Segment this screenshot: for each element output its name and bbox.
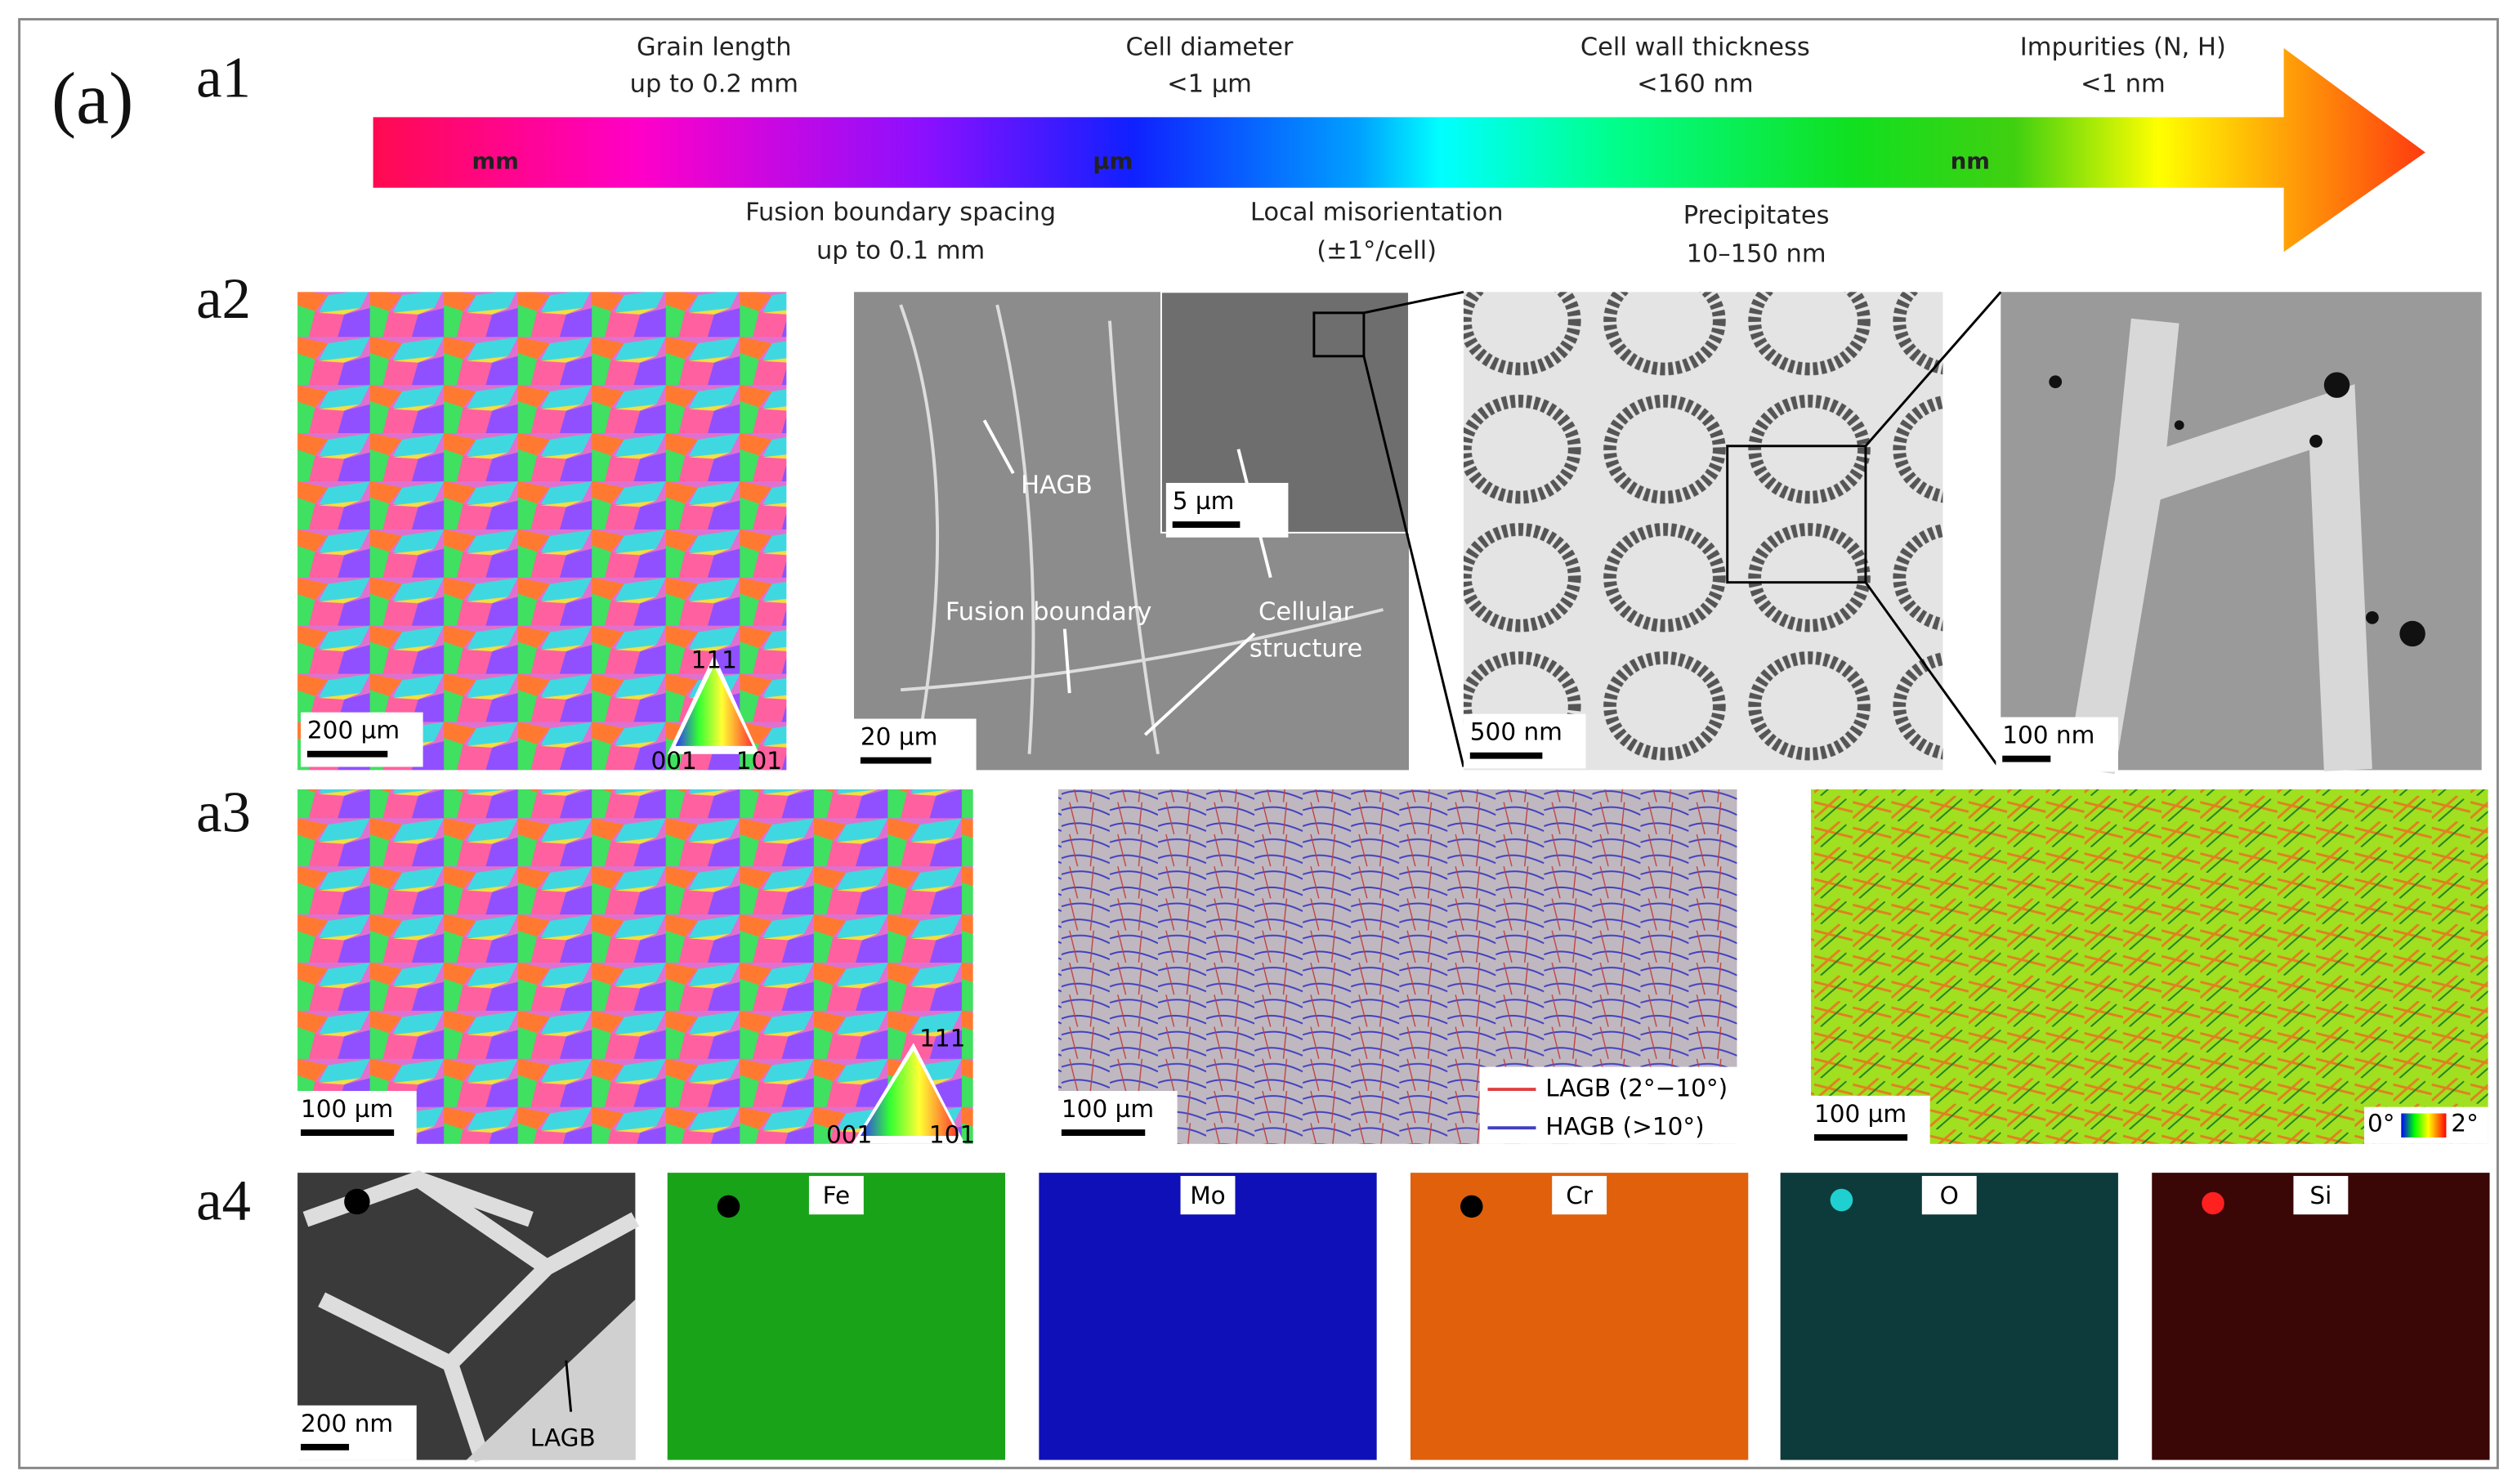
- scale-label-title: Grain length: [637, 33, 792, 61]
- eds-map: [1039, 1173, 1377, 1460]
- scale-bar: [860, 757, 932, 764]
- legend-entry: HAGB (>10°): [1545, 1113, 1704, 1141]
- colorbar-label: 0°: [2367, 1110, 2395, 1138]
- scale-bar-label: 200 nm: [301, 1410, 393, 1437]
- scale-bar-label: 100 µm: [1814, 1100, 1907, 1128]
- annotation: HAGB: [1021, 471, 1093, 499]
- scale-arrow: [373, 47, 2425, 253]
- row-label: a2: [196, 267, 251, 331]
- panel-label: (a): [51, 56, 133, 139]
- map-label: Cr: [1566, 1182, 1594, 1209]
- scale-bar-label: 200 µm: [307, 717, 400, 744]
- scale-bar-label: 100 µm: [1062, 1095, 1154, 1123]
- colorbar-label: 2°: [2451, 1110, 2479, 1138]
- annotation: Cellular: [1258, 597, 1353, 626]
- scale-bar: [301, 1443, 350, 1450]
- scale-label-title: Cell wall thickness: [1580, 33, 1810, 61]
- ipf-label: 001: [650, 747, 696, 775]
- unit: µm: [1093, 148, 1133, 174]
- ipf-label: 111: [691, 646, 737, 673]
- eds-map: [1410, 1173, 1749, 1460]
- scale-label-value: up to 0.2 mm: [630, 70, 798, 99]
- scale-bar-bg: [294, 1091, 417, 1146]
- colorbar: [2401, 1113, 2447, 1138]
- map-label-bg: [1180, 1176, 1236, 1215]
- scale-bar-bg: [294, 1405, 417, 1460]
- scale-bar-label: 500 nm: [1470, 718, 1563, 746]
- scale-label-value: (±1°/cell): [1317, 237, 1437, 266]
- scale-bar: [1061, 1129, 1146, 1136]
- map-label-bg: [1552, 1176, 1607, 1215]
- scale-bar-label: 5 µm: [1173, 487, 1235, 515]
- scale-label-title: Impurities (N, H): [2020, 33, 2226, 61]
- row-label: a1: [196, 46, 251, 110]
- unit: nm: [1951, 148, 1990, 174]
- scale-bar-bg: [301, 712, 423, 767]
- annotation-arrow: [565, 1360, 573, 1412]
- ebsd-map: [297, 789, 973, 1144]
- map-label-bg: [2293, 1176, 2349, 1215]
- eds-map: [2152, 1173, 2490, 1460]
- row-label: a4: [196, 1169, 251, 1233]
- kam-map: [1811, 789, 2488, 1144]
- map-label: Mo: [1190, 1182, 1226, 1209]
- ipf-label: 101: [929, 1120, 975, 1148]
- scale-bar-bg: [854, 718, 977, 774]
- scale-label-value: up to 0.1 mm: [816, 237, 985, 266]
- eds-map: [667, 1173, 1006, 1460]
- scale-bar-bg: [1463, 713, 1586, 769]
- eds-map: [1780, 1173, 2118, 1460]
- annotation: LAGB: [530, 1424, 596, 1452]
- scale-bar-bg: [1808, 1095, 1930, 1151]
- unit: mm: [472, 148, 518, 174]
- annotation: Fusion boundary: [946, 597, 1152, 626]
- scale-label-title: Local misorientation: [1250, 199, 1504, 227]
- scale-bar: [1469, 752, 1543, 759]
- scale-bar: [1172, 521, 1241, 528]
- scale-bar-bg: [1055, 1091, 1178, 1146]
- scale-bar-bg: [1165, 482, 1289, 538]
- map-label: Fe: [823, 1182, 851, 1209]
- map-label-bg: [1921, 1176, 1977, 1215]
- tem-image: [1463, 292, 1943, 771]
- frame: [18, 18, 2499, 1469]
- scale-bar-label: 20 µm: [861, 723, 937, 751]
- scale-bar-bg: [1996, 717, 2118, 772]
- legend-entry: LAGB (2°−10°): [1545, 1075, 1728, 1102]
- scale-bar-label: 100 nm: [2002, 722, 2095, 749]
- scale-bar: [306, 750, 388, 758]
- scale-label-value: <160 nm: [1637, 70, 1753, 99]
- row-label: a3: [196, 781, 251, 845]
- scale-label-value: 10–150 nm: [1687, 240, 1826, 269]
- annotation: structure: [1250, 635, 1362, 664]
- map-label: Si: [2309, 1182, 2331, 1209]
- map-label-bg: [808, 1176, 864, 1215]
- scale-bar: [301, 1129, 395, 1136]
- scale-label-value: <1 µm: [1167, 70, 1252, 99]
- map-label: O: [1940, 1182, 1959, 1209]
- scale-bar: [1813, 1134, 1908, 1141]
- scale-bar: [2002, 755, 2051, 762]
- scale-bar-label: 100 µm: [301, 1095, 393, 1123]
- scale-label-title: Fusion boundary spacing: [745, 199, 1056, 227]
- scale-label-value: <1 nm: [2081, 70, 2166, 99]
- ipf-label: 001: [826, 1120, 872, 1148]
- tem-zoom: [2001, 292, 2482, 771]
- ipf-label: 111: [919, 1025, 965, 1053]
- scale-label-title: Precipitates: [1683, 202, 1830, 230]
- ipf-label: 101: [736, 747, 782, 775]
- scale-label-title: Cell diameter: [1126, 33, 1294, 61]
